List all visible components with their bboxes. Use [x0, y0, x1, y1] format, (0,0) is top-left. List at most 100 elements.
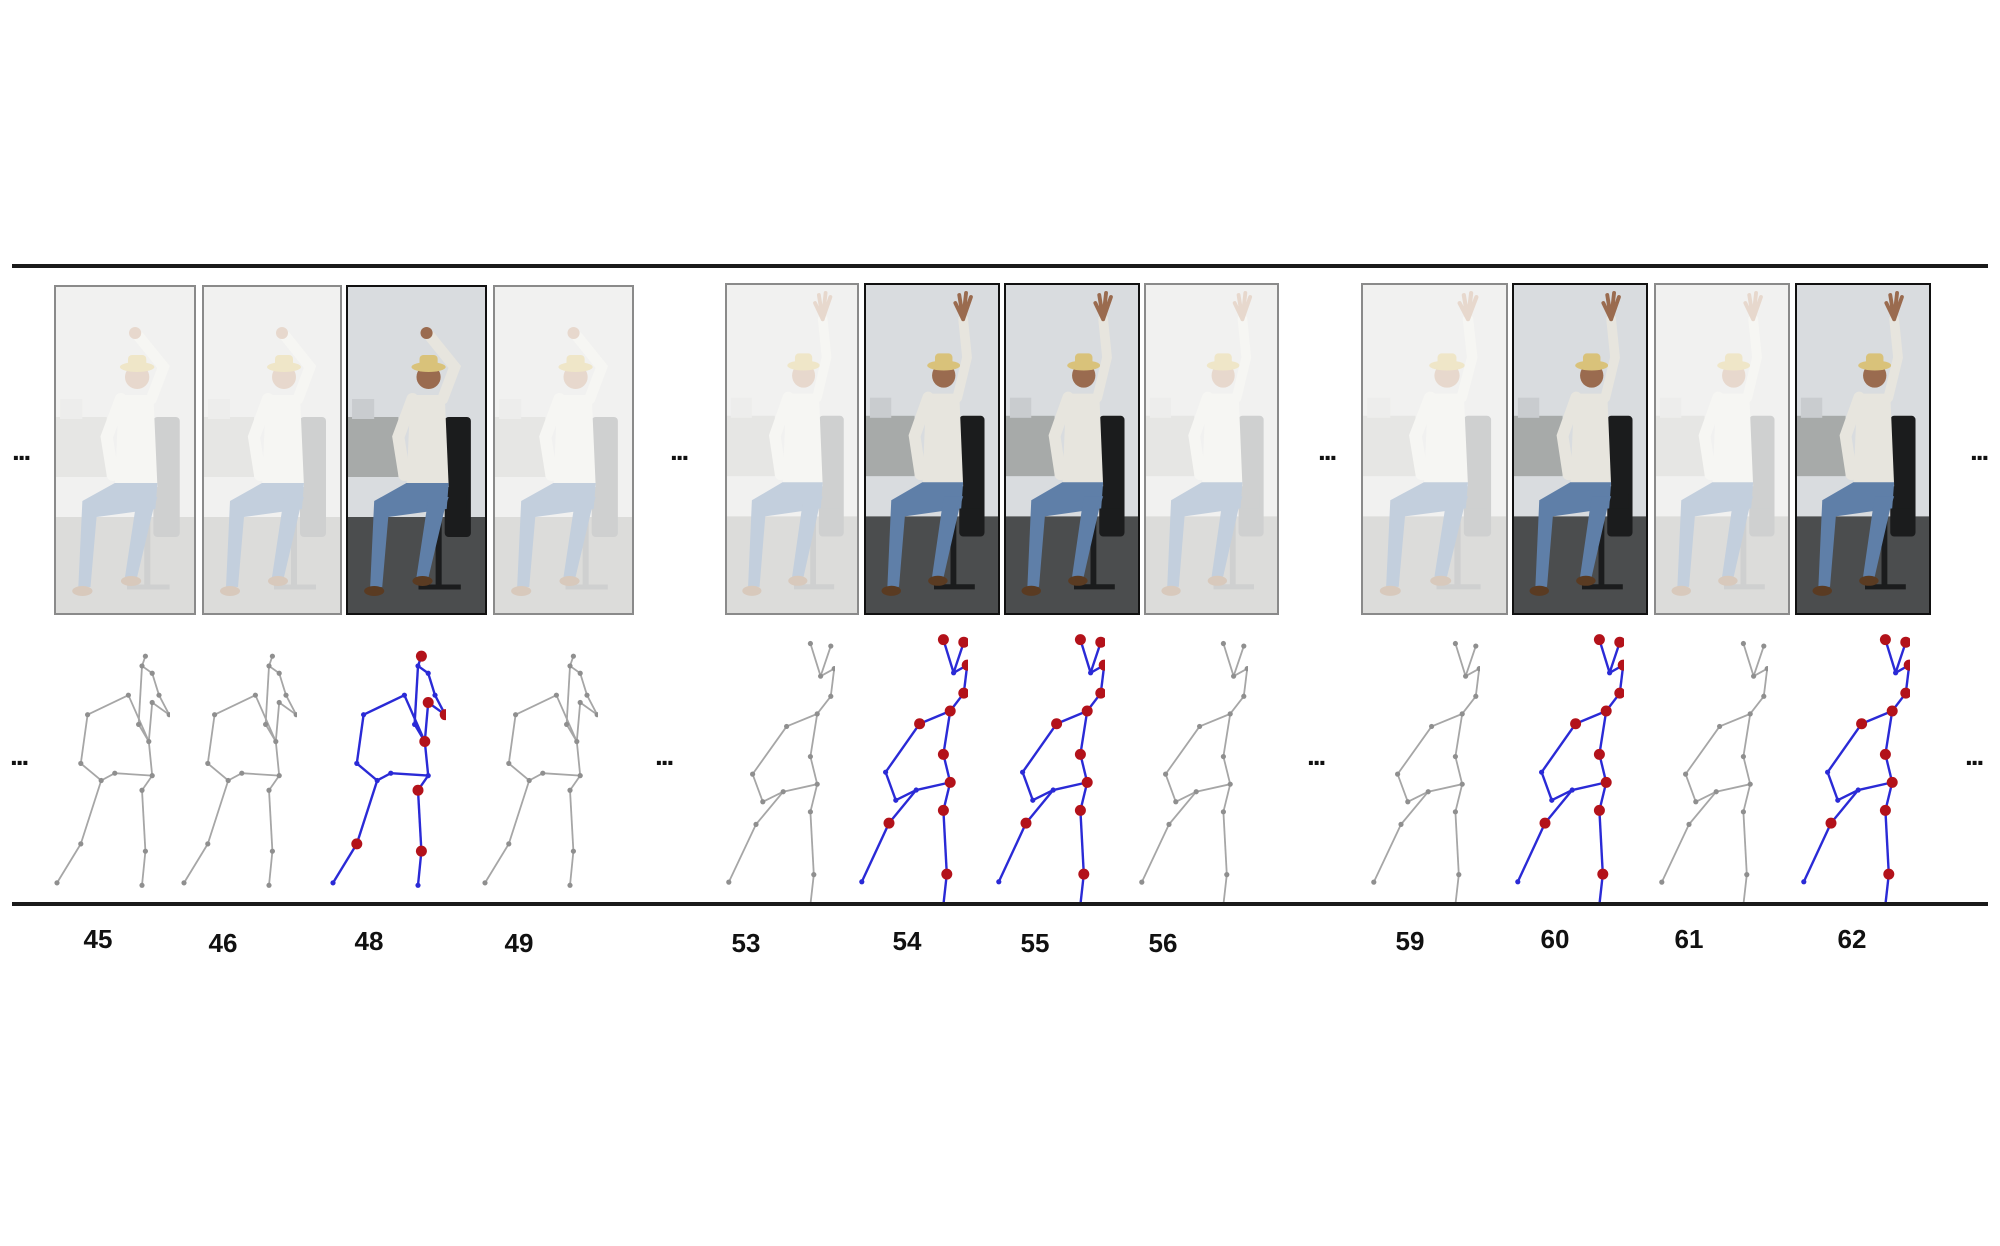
- skeleton-bone: [1461, 695, 1477, 715]
- skeleton-joint: [1459, 711, 1465, 717]
- skeleton-joint: [1452, 809, 1458, 815]
- skeleton-joint: [883, 817, 895, 829]
- skeleton-bone: [1454, 874, 1460, 902]
- skeleton-bone: [1372, 823, 1402, 883]
- skeleton-bone: [1079, 710, 1089, 755]
- skeleton-bone: [137, 723, 150, 742]
- skeleton-bone: [141, 790, 147, 852]
- skeleton-joint: [205, 760, 211, 767]
- skeleton-bone: [355, 780, 379, 845]
- skeleton-bone: [1742, 756, 1752, 785]
- scene-illustration: [1797, 285, 1929, 613]
- skeleton-bone: [1079, 810, 1085, 875]
- skeleton-joint: [513, 712, 519, 718]
- video-frame-56: [1144, 283, 1279, 615]
- skeleton-joint: [818, 673, 824, 679]
- skeleton-joint: [1900, 636, 1910, 648]
- skeleton-bone: [1830, 789, 1860, 824]
- scene-illustration: [204, 287, 340, 613]
- skeleton-bone: [569, 851, 575, 886]
- skeleton-bone: [1540, 771, 1553, 801]
- skeleton-joint: [142, 848, 148, 854]
- skeleton-bone: [413, 665, 420, 725]
- skeleton-bone: [264, 665, 270, 725]
- skeleton-joint: [1473, 643, 1479, 649]
- skeleton-joint: [1515, 879, 1521, 885]
- skeleton-joint: [1593, 634, 1605, 646]
- ellipsis-img-gap-1: ...: [670, 435, 689, 466]
- skeleton-joint: [136, 721, 142, 728]
- skeleton-joint: [1050, 787, 1056, 793]
- skeleton-joint: [1825, 817, 1837, 829]
- skeleton-bone: [1222, 756, 1232, 785]
- frame-label-46: 46: [208, 928, 238, 958]
- skeleton-joint: [181, 880, 187, 886]
- skeleton-bone: [1168, 791, 1197, 825]
- skeleton-joint: [1425, 789, 1431, 795]
- skeleton-joint: [293, 712, 297, 718]
- skeleton-joint: [1600, 705, 1612, 717]
- skeleton-60: [1515, 634, 1624, 902]
- skeleton-joint: [374, 777, 380, 784]
- skeleton-bone: [1861, 709, 1893, 725]
- skeleton-46: [181, 653, 297, 888]
- skeleton-joint: [1081, 705, 1093, 717]
- skeleton-joint: [811, 872, 817, 878]
- skeleton-bone: [1716, 783, 1751, 793]
- skeleton-bone: [390, 771, 429, 777]
- skeleton-bone: [1175, 790, 1197, 803]
- skeleton-bone: [214, 694, 256, 716]
- skeleton-joint: [1473, 693, 1479, 699]
- skeleton-bone: [569, 790, 575, 852]
- skeleton-joint: [944, 705, 956, 717]
- skeleton-joint: [149, 670, 155, 676]
- skeleton-joint: [526, 777, 532, 784]
- skeleton-joint: [814, 781, 820, 787]
- scene-illustration: [1514, 285, 1646, 613]
- skeleton-bone: [762, 790, 784, 803]
- skeleton-bone: [87, 694, 129, 716]
- skeleton-joint: [1020, 817, 1032, 829]
- skeleton-joint: [354, 760, 360, 767]
- skeleton-joint: [425, 670, 431, 676]
- skeleton-bone: [151, 701, 170, 716]
- skeleton-bone: [1742, 811, 1748, 875]
- skeleton-joint: [1801, 879, 1807, 885]
- skeleton-joint: [937, 748, 949, 760]
- skeleton-bone: [356, 762, 378, 782]
- skeleton-bone: [1598, 639, 1611, 674]
- video-frame-49: [493, 285, 634, 615]
- skeleton-joint: [726, 879, 732, 885]
- skeleton-bone: [809, 874, 815, 902]
- skeleton-bone: [285, 694, 297, 716]
- skeleton-joint: [1740, 753, 1746, 760]
- skeleton-bone: [147, 702, 154, 742]
- skeleton-joint: [139, 787, 145, 793]
- frame-label-54: 54: [892, 926, 922, 956]
- skeleton-bone: [1684, 725, 1721, 775]
- skeleton-55: [996, 634, 1105, 902]
- skeleton-joint: [1747, 781, 1753, 787]
- skeleton-joint: [266, 882, 272, 888]
- skeleton-joint: [266, 787, 272, 793]
- skeleton-joint: [78, 760, 84, 767]
- skeleton-bone: [158, 694, 170, 716]
- skeleton-joint: [1227, 781, 1233, 787]
- skeleton-joint: [276, 773, 282, 779]
- ellipsis-img-left: ...: [12, 435, 31, 466]
- skeleton-bone: [206, 714, 216, 764]
- skeleton-joint: [149, 773, 155, 779]
- skeleton-joint: [269, 848, 275, 854]
- skeleton-bone: [1719, 713, 1751, 728]
- skeleton-joint: [1074, 634, 1086, 646]
- skeleton-joint: [1463, 673, 1469, 679]
- skeleton-joint: [425, 773, 431, 779]
- skeleton-bone: [1598, 810, 1604, 875]
- skeleton-joint: [750, 771, 756, 777]
- skeleton-joint: [401, 692, 407, 698]
- skeleton-joint: [506, 841, 512, 847]
- skeleton-bone: [1454, 756, 1464, 785]
- skeleton-joint: [1220, 753, 1226, 760]
- skeleton-joint: [1227, 711, 1233, 717]
- skeleton-bone: [79, 780, 103, 845]
